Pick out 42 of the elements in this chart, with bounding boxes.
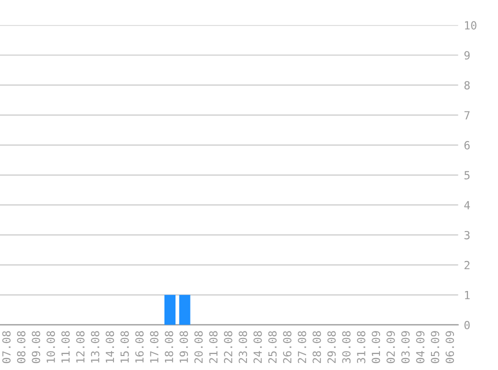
x-tick-label: 18.08	[164, 331, 174, 363]
x-tick-label: 13.08	[90, 331, 100, 363]
x-tick-label: 10.08	[46, 331, 55, 363]
x-tick-label: 07.08	[2, 331, 11, 364]
y-tick-label: 9	[464, 51, 470, 60]
y-tick-label: 3	[464, 230, 470, 240]
x-tick-label: 22.08	[224, 331, 232, 364]
x-tick-label: 17.08	[150, 331, 158, 363]
y-tick-label: 0	[464, 320, 470, 330]
y-tick-label: 1	[465, 291, 470, 300]
x-tick-label: 21.08	[209, 331, 218, 364]
y-tick-label: 7	[464, 111, 470, 120]
x-tick-label: 20.08	[194, 331, 203, 364]
x-tick-label: 29.08	[327, 331, 336, 364]
x-tick-label: 23.08	[238, 331, 248, 364]
y-tick-label: 8	[464, 81, 470, 90]
x-tick-label: 09.08	[32, 331, 40, 364]
x-tick-label: 06.09	[446, 331, 454, 364]
x-tick-label: 16.08	[135, 331, 144, 363]
y-tick-label: 4	[464, 201, 470, 210]
x-tick-label: 25.08	[268, 331, 277, 364]
x-tick-label: 26.08	[283, 331, 292, 364]
x-tick-label: 27.08	[298, 331, 306, 364]
x-tick-label: 31.08	[356, 331, 366, 364]
x-tick-label: 24.08	[253, 331, 262, 364]
x-tick-label: 11.08	[61, 331, 70, 363]
x-tick-label: 04.09	[416, 331, 424, 364]
y-tick-label: 2	[464, 260, 470, 270]
y-tick-label: 5	[464, 171, 470, 180]
x-tick-label: 19.08	[180, 331, 188, 363]
x-tick-label: 03.09	[401, 331, 410, 364]
x-tick-label: 02.09	[386, 331, 395, 364]
x-tick-label: 28.08	[312, 331, 322, 364]
x-tick-label: 30.08	[342, 331, 351, 364]
x-tick-label: 15.08	[120, 331, 129, 363]
x-tick-label: 05.09	[430, 331, 440, 364]
y-tick-label: 10	[465, 21, 476, 30]
x-tick-label: 08.08	[17, 331, 26, 364]
x-tick-label: 01.09	[372, 331, 380, 364]
y-tick-label: 6	[464, 141, 470, 150]
x-tick-label: 12.08	[76, 331, 85, 363]
x-tick-label: 14.08	[106, 331, 114, 363]
